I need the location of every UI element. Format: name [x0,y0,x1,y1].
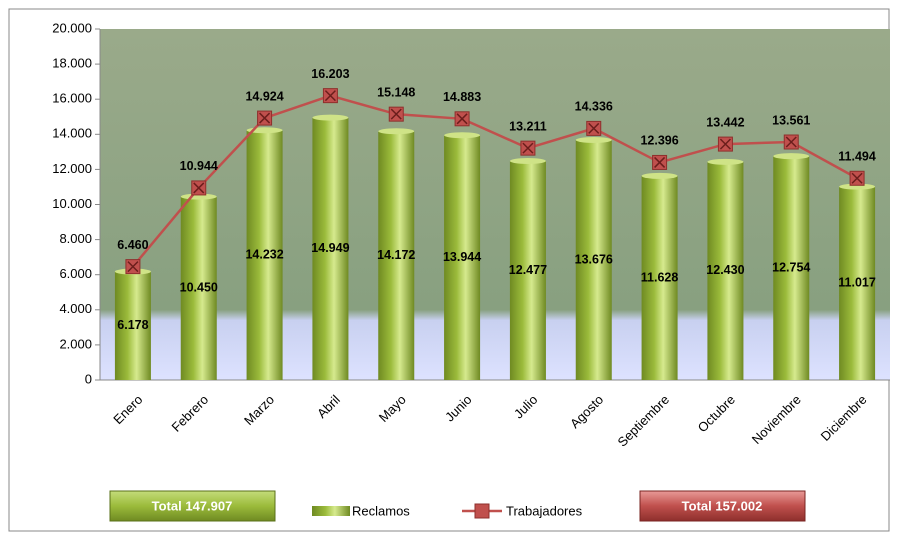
total-label: Total 157.002 [682,498,763,513]
y-tick-label: 10.000 [52,196,92,211]
bar-cap [312,114,349,121]
data-label: 6.178 [117,318,148,332]
plot-area [100,29,890,380]
y-tick-label: 18.000 [52,56,92,71]
bar-cap [773,153,810,160]
bar [641,175,678,380]
data-label: 14.883 [443,90,481,104]
marker-cross [390,108,402,120]
data-label: 13.676 [575,252,613,266]
bar [707,161,744,380]
line [131,94,858,268]
bar [839,186,876,380]
bar-cap [378,128,415,135]
bar [114,271,151,380]
marker-cross [785,136,797,148]
total-box [109,490,276,522]
legend-label: Reclamos [352,503,410,518]
y-tick-label: 8.000 [59,231,92,246]
marker-cross [654,156,666,168]
bar [246,130,283,380]
y-tick-label: 12.000 [52,161,92,176]
marker-cross [588,122,600,134]
y-tick-label: 6.000 [59,266,92,281]
bar [575,139,612,380]
data-label: 12.430 [706,263,744,277]
total-label: Total 147.907 [152,498,233,513]
legend-marker [474,503,490,519]
bar-cap [707,158,744,165]
marker-cross [259,112,271,124]
bar [444,135,481,380]
data-label: 12.477 [509,263,547,277]
marker-cross [193,182,205,194]
bar-cap [641,172,678,179]
y-tick-label: 2.000 [59,336,92,351]
marker-cross [324,90,336,102]
y-tick-label: 14.000 [52,126,92,141]
y-tick-label: 20.000 [52,20,92,35]
data-label: 16.203 [311,67,349,81]
data-label: 13.211 [509,119,547,133]
data-label: 11.017 [838,276,876,290]
data-label: 14.949 [311,241,349,255]
bar [509,161,546,380]
bar-cap [444,132,481,139]
data-label: 13.442 [706,115,744,129]
bar [378,131,415,380]
data-label: 14.924 [245,89,283,103]
data-label: 6.460 [117,238,148,252]
marker-cross [456,113,468,125]
data-label: 13.944 [443,250,481,264]
marker-cross [851,172,863,184]
bar-cap [575,136,612,143]
data-label: 12.754 [772,260,810,274]
bar [773,156,810,380]
total-box [639,490,806,522]
marker-cross [522,142,534,154]
data-label: 12.396 [640,134,678,148]
bar-cap [509,158,546,165]
data-label: 15.148 [377,85,415,99]
data-label: 14.232 [245,247,283,261]
bar-cap [839,183,876,190]
legend-label: Trabajadores [506,503,583,518]
marker-cross [127,261,139,273]
y-tick-label: 0 [85,371,92,386]
marker-cross [719,138,731,150]
y-tick-label: 4.000 [59,301,92,316]
data-label: 14.336 [575,100,613,114]
data-label: 13.561 [772,113,810,127]
y-tick-label: 16.000 [52,91,92,106]
data-label: 11.494 [838,150,876,164]
legend-swatch [312,506,350,516]
data-label: 10.944 [180,159,218,173]
data-label: 11.628 [641,270,679,284]
bar [180,196,217,380]
data-label: 14.172 [377,248,415,262]
data-label: 10.450 [180,281,218,295]
bar [312,117,349,380]
